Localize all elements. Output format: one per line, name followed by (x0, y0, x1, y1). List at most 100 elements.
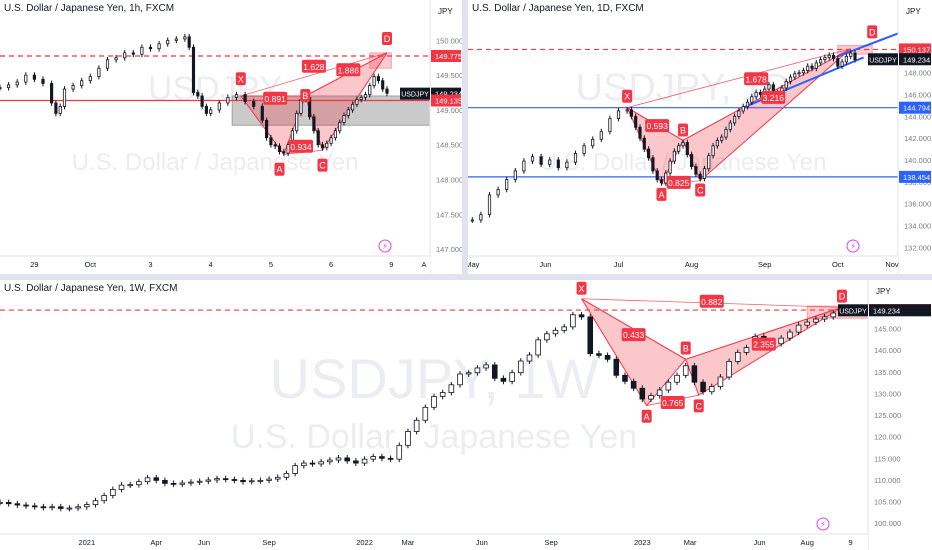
candle[interactable] (361, 456, 368, 466)
candle[interactable] (741, 103, 745, 114)
pattern-point-d-badge[interactable] (382, 31, 392, 45)
candle[interactable] (269, 134, 273, 148)
candle[interactable] (793, 70, 797, 80)
candle[interactable] (552, 327, 559, 337)
candle[interactable] (544, 330, 550, 343)
candle[interactable] (376, 73, 380, 84)
candle[interactable] (346, 107, 350, 119)
candle[interactable] (248, 477, 255, 485)
candle[interactable] (596, 350, 602, 359)
candle[interactable] (325, 140, 329, 151)
candle[interactable] (80, 77, 84, 89)
candle[interactable] (819, 56, 823, 66)
candle[interactable] (582, 142, 586, 157)
fib-ratio-badge[interactable] (621, 328, 646, 342)
candle[interactable] (41, 76, 45, 87)
candle[interactable] (625, 106, 629, 114)
candle[interactable] (118, 482, 125, 493)
time-axis[interactable]: May Jun Jul Aug Sep Oct Nov (468, 255, 899, 274)
candle[interactable] (634, 113, 638, 131)
candle[interactable] (381, 77, 385, 92)
candle[interactable] (767, 81, 771, 92)
candle[interactable] (830, 310, 837, 320)
candle[interactable] (226, 94, 230, 106)
candle[interactable] (387, 455, 394, 463)
price-tag[interactable] (899, 53, 931, 66)
candle[interactable] (123, 49, 127, 61)
candle[interactable] (496, 186, 500, 198)
candle[interactable] (526, 352, 533, 364)
candle[interactable] (84, 501, 90, 510)
candle[interactable] (153, 474, 160, 484)
fib-ratio-badge[interactable] (744, 72, 769, 86)
candle[interactable] (681, 139, 685, 149)
chart-1d-svg[interactable]: USDJPY, 1DU.S. Dollar / Japanese YenXABC… (468, 0, 932, 274)
candle[interactable] (396, 442, 403, 463)
candle[interactable] (31, 503, 38, 510)
fib-ratio-badge[interactable] (263, 91, 288, 105)
candle[interactable] (707, 152, 711, 172)
candle[interactable] (724, 126, 728, 140)
candle[interactable] (422, 404, 429, 424)
candle[interactable] (14, 500, 21, 508)
candle[interactable] (295, 110, 299, 134)
chart-panel-1d[interactable]: USDJPY, 1D U.S. Dollar / Japanese Yen X A B C… (468, 0, 932, 274)
price-tag[interactable] (431, 50, 461, 62)
candle[interactable] (457, 371, 463, 388)
candle[interactable] (301, 460, 307, 469)
candle[interactable] (217, 100, 221, 113)
candle[interactable] (439, 389, 446, 400)
candle[interactable] (353, 458, 359, 466)
candle[interactable] (0, 499, 3, 506)
candle[interactable] (5, 499, 12, 507)
candle[interactable] (23, 502, 29, 509)
candle[interactable] (370, 453, 377, 463)
candle[interactable] (71, 82, 75, 92)
candle[interactable] (733, 113, 737, 126)
candle[interactable] (372, 73, 376, 89)
candle[interactable] (57, 503, 64, 512)
candle[interactable] (711, 142, 715, 159)
candle[interactable] (659, 176, 664, 186)
candle[interactable] (338, 119, 342, 134)
candle[interactable] (157, 40, 161, 52)
candle[interactable] (277, 143, 282, 155)
candle[interactable] (570, 311, 576, 330)
candle[interactable] (170, 480, 177, 488)
candle[interactable] (15, 79, 19, 88)
candle[interactable] (804, 319, 811, 329)
candle[interactable] (66, 505, 73, 512)
candle[interactable] (191, 44, 196, 96)
candle[interactable] (114, 54, 118, 63)
candle[interactable] (131, 49, 135, 58)
candle[interactable] (665, 379, 672, 393)
fib-ratio-badge[interactable] (645, 119, 670, 133)
candle[interactable] (690, 151, 694, 170)
candle[interactable] (642, 135, 646, 152)
candle[interactable] (465, 369, 472, 377)
candle[interactable] (682, 362, 689, 379)
candle[interactable] (726, 358, 732, 380)
price-axis[interactable]: JPY150.000148.000146.000144.000142.00014… (868, 0, 932, 274)
candle[interactable] (795, 322, 802, 335)
candle[interactable] (778, 335, 784, 347)
price-tag[interactable] (431, 94, 461, 107)
candle[interactable] (743, 344, 750, 356)
fib-ratio-badge[interactable] (666, 175, 691, 189)
pattern-point-a-badge[interactable] (274, 162, 285, 176)
candle[interactable] (231, 476, 238, 484)
candle[interactable] (273, 141, 277, 149)
candle[interactable] (196, 478, 203, 485)
fib-ratio-badge[interactable] (751, 337, 776, 351)
candle[interactable] (105, 56, 110, 72)
chart-panel-1w[interactable]: USDJPY, 1W U.S. Dollar / Japanese Yen X A B C… (0, 280, 932, 550)
candle[interactable] (329, 134, 333, 147)
candle[interactable] (316, 127, 320, 148)
candle[interactable] (266, 476, 272, 484)
fib-ratio-badge[interactable] (301, 59, 326, 73)
candle[interactable] (204, 103, 208, 117)
candle[interactable] (797, 69, 801, 77)
panel-divider-vertical[interactable] (462, 0, 468, 274)
candle[interactable] (148, 44, 153, 52)
candle[interactable] (647, 146, 651, 161)
